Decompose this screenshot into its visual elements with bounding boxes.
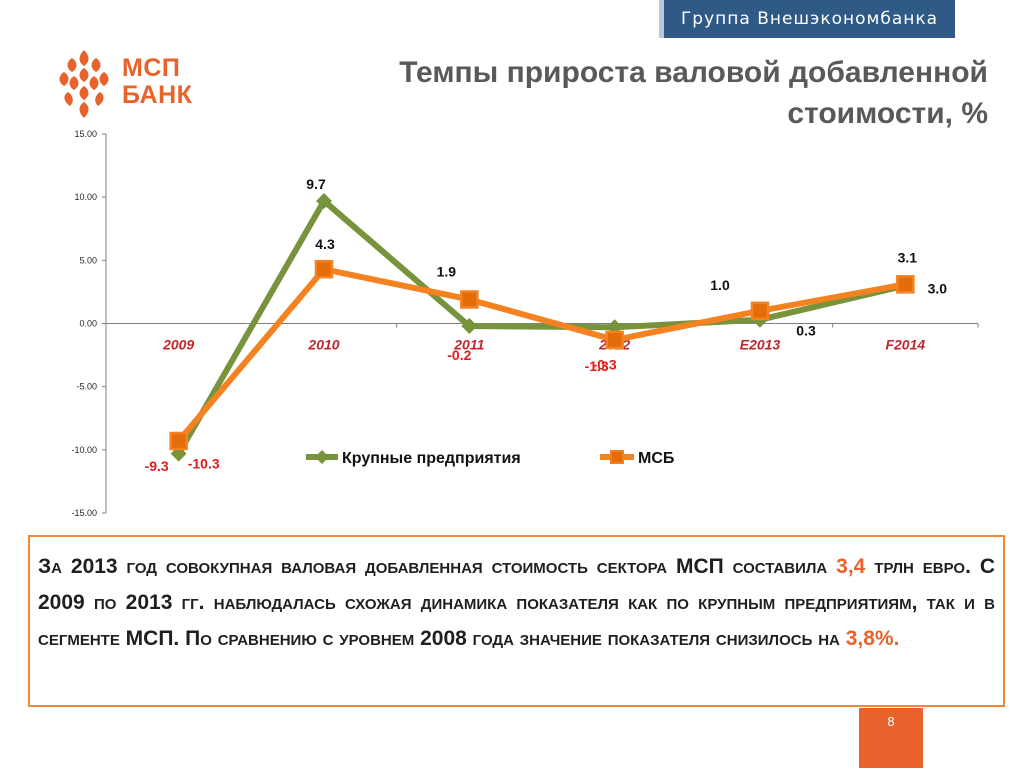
- x-category-label: F2014: [885, 337, 925, 353]
- summary-part-1: За 2013 год совокупная валовая добавленн…: [38, 555, 837, 578]
- x-category-label: 2010: [307, 337, 339, 353]
- cone-emblem-icon: [59, 50, 109, 118]
- x-category-label: 2009: [162, 337, 194, 353]
- group-banner: Группа Внешэкономбанка: [659, 0, 955, 38]
- summary-value-gva: 3,4: [836, 555, 866, 578]
- series-large-data-label: -10.3: [188, 456, 220, 472]
- series-sme-data-label: 4.3: [315, 236, 335, 252]
- series-large-data-label: 0.3: [796, 323, 816, 339]
- y-tick-label: -5.00: [76, 382, 97, 392]
- summary-box: За 2013 год совокупная валовая добавленн…: [28, 535, 1005, 707]
- legend-sme-label: МСБ: [638, 450, 674, 467]
- chart-legend: Крупные предприятия МСБ: [306, 450, 674, 467]
- series-sme-data-label: -1.3: [585, 358, 609, 374]
- series-sme-point: [896, 275, 915, 294]
- logo-line-1: МСП: [122, 54, 181, 82]
- series-sme-data-label: 1.0: [710, 277, 730, 293]
- msp-bank-logo: [59, 50, 109, 118]
- series-large-data-label: 3.0: [928, 281, 948, 297]
- title-line-2: стоимости, %: [787, 97, 988, 130]
- summary-part-2: трлн евро. С 2009 по 2013 гг. наблюдалас…: [38, 555, 995, 650]
- series-large-line: [176, 197, 907, 456]
- series-sme-line: [176, 266, 906, 443]
- series-sme-point: [169, 431, 188, 451]
- series-sme-point: [605, 330, 624, 350]
- series-large-point: [461, 318, 478, 335]
- page-number: 8: [887, 714, 895, 729]
- x-category-label: E2013: [740, 337, 781, 353]
- y-tick-label: 5.00: [79, 255, 97, 265]
- summary-text: За 2013 год совокупная валовая добавленн…: [38, 549, 995, 657]
- y-tick-label: -15.00: [71, 508, 97, 518]
- logo-line-2: БАНК: [122, 81, 193, 109]
- page-number-box: 8: [859, 708, 923, 768]
- legend-large-marker: [315, 450, 329, 464]
- y-tick-label: 15.00: [74, 129, 97, 139]
- page-title: Темпы прироста валовой добавленной стоим…: [288, 52, 988, 134]
- legend-sme-marker: [610, 450, 624, 464]
- series-large-data-label: 9.7: [306, 176, 326, 192]
- title-line-1: Темпы прироста валовой добавленной: [399, 56, 988, 89]
- y-tick-label: 10.00: [74, 192, 97, 202]
- x-category-label: 2011: [453, 337, 484, 353]
- group-label: Группа Внешэкономбанка: [680, 9, 939, 29]
- y-tick-label: 0.00: [79, 319, 97, 329]
- series-large-data-label: -0.3: [593, 356, 617, 372]
- series-sme-data-label: -9.3: [145, 458, 169, 474]
- series-large-data-label: -0.2: [447, 347, 471, 363]
- y-tick-label: -10.00: [71, 445, 97, 455]
- series-sme-point: [460, 290, 479, 309]
- summary-value-decline: 3,8%.: [845, 627, 900, 650]
- series-sme-point: [750, 301, 770, 321]
- series-sme-point: [314, 259, 334, 279]
- series-sme-data-label: 1.9: [437, 263, 457, 279]
- series-large-point: [316, 192, 332, 209]
- logo-wordmark: МСП БАНК: [122, 55, 192, 109]
- series-sme-data-label: 3.1: [898, 249, 918, 265]
- gva-growth-line-chart: 15.00 10.00 5.00 0.00 -5.00 -10.00 -15.00 2009 2…: [71, 129, 979, 518]
- legend-large-label: Крупные предприятия: [342, 450, 521, 467]
